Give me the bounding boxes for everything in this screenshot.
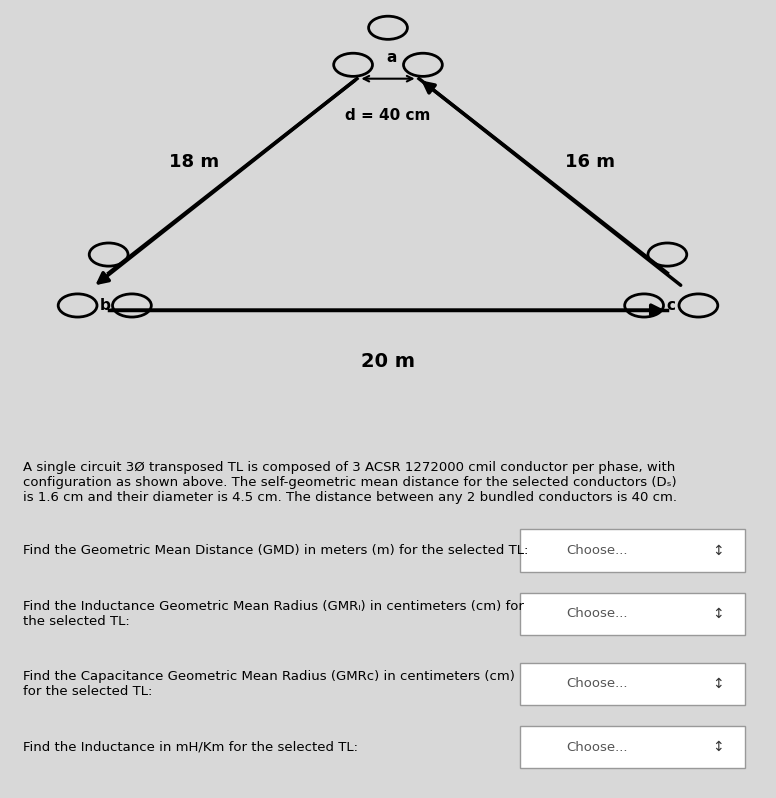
FancyBboxPatch shape [520, 529, 745, 571]
Text: ↕: ↕ [712, 740, 723, 754]
Text: ↕: ↕ [712, 543, 723, 558]
Text: 20 m: 20 m [361, 351, 415, 370]
Text: d = 40 cm: d = 40 cm [345, 109, 431, 123]
Text: b: b [99, 298, 110, 313]
Text: ↕: ↕ [712, 606, 723, 621]
Text: Find the Geometric Mean Distance (GMD) in meters (m) for the selected TL:: Find the Geometric Mean Distance (GMD) i… [23, 544, 528, 557]
Text: Find the Capacitance Geometric Mean Radius (GMRᴄ) in centimeters (cm)
for the se: Find the Capacitance Geometric Mean Radi… [23, 670, 515, 698]
Text: a: a [386, 50, 397, 65]
FancyBboxPatch shape [520, 663, 745, 705]
Text: Choose...: Choose... [566, 678, 628, 690]
Text: Choose...: Choose... [566, 741, 628, 753]
Text: ↕: ↕ [712, 677, 723, 691]
Text: Choose...: Choose... [566, 544, 628, 557]
FancyBboxPatch shape [520, 726, 745, 768]
Text: Choose...: Choose... [566, 607, 628, 620]
Text: A single circuit 3Ø transposed TL is composed of 3 ACSR 1272000 cmil conductor p: A single circuit 3Ø transposed TL is com… [23, 461, 677, 504]
Text: c: c [667, 298, 676, 313]
Text: 18 m: 18 m [169, 153, 219, 171]
Text: Find the Inductance Geometric Mean Radius (GMRₗ) in centimeters (cm) for
the sel: Find the Inductance Geometric Mean Radiu… [23, 599, 524, 628]
Text: Find the Inductance in mH/Km for the selected TL:: Find the Inductance in mH/Km for the sel… [23, 741, 359, 753]
FancyBboxPatch shape [520, 593, 745, 634]
Text: 16 m: 16 m [565, 153, 615, 171]
